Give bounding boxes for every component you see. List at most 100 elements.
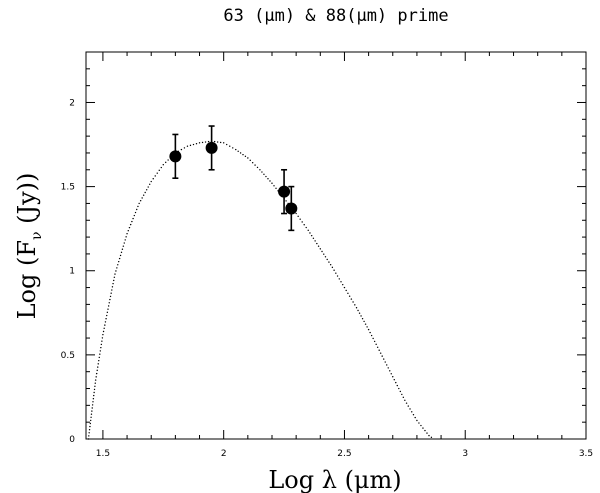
curve-dot — [259, 169, 261, 171]
curve-dot — [189, 144, 192, 147]
curve-dot — [186, 145, 189, 147]
curve-dot — [295, 212, 297, 215]
curve-dot — [91, 410, 93, 412]
curve-dot — [127, 229, 129, 232]
curve-dot — [348, 295, 351, 297]
curve-dot — [192, 143, 195, 146]
curve-dot — [273, 185, 275, 187]
curve-dot — [195, 143, 198, 145]
curve-dot — [393, 378, 395, 381]
curve-dot — [111, 289, 113, 291]
x-axis-label: Log λ (μm) — [268, 466, 401, 493]
data-points — [169, 125, 298, 232]
curve-dot — [285, 200, 287, 202]
curve-dot — [119, 254, 122, 257]
curve-dot — [312, 237, 315, 239]
data-point — [169, 150, 182, 163]
curve-dot — [352, 301, 354, 303]
curve-dot — [121, 248, 124, 250]
curve-dot — [324, 256, 327, 258]
curve-dot — [110, 292, 112, 294]
curve-dot — [97, 363, 99, 365]
curve-dot — [249, 159, 251, 162]
curve-dot — [398, 387, 400, 390]
curve-dot — [267, 178, 269, 180]
curve-dot — [103, 327, 105, 330]
curve-dot — [310, 234, 313, 237]
curve-dot — [381, 355, 383, 357]
curve-dot — [345, 289, 347, 292]
curve-dot — [89, 425, 91, 428]
curve-dot — [114, 273, 116, 275]
curve-dot — [331, 266, 334, 269]
curve-dot — [361, 317, 364, 320]
curve-dot — [113, 279, 115, 282]
curve-dot — [232, 147, 234, 149]
curve-dot — [363, 320, 365, 323]
curve-dot — [222, 142, 225, 144]
curve-dot — [162, 164, 164, 166]
curve-dot — [99, 353, 101, 355]
y-tick-label: 0.5 — [61, 351, 75, 361]
curve-dot — [89, 422, 92, 425]
curve-dot — [369, 331, 371, 334]
curve-dot — [263, 173, 265, 175]
curve-dot — [126, 233, 128, 235]
curve-dot — [399, 390, 402, 393]
curve-dot — [167, 159, 169, 161]
curve-dot — [271, 182, 273, 184]
data-point — [205, 141, 218, 154]
y-axis: 0 0.5 1 1.5 2 — [61, 51, 586, 445]
y-tick-label: 1.5 — [61, 183, 75, 193]
curve-dot — [107, 305, 110, 307]
curve-dot — [297, 215, 299, 218]
curve-dot — [94, 382, 96, 384]
curve-dot — [355, 307, 358, 309]
curve-dot — [333, 269, 335, 271]
curve-dot — [122, 245, 125, 247]
curve-dot — [412, 414, 415, 416]
curve-dot — [88, 429, 91, 431]
curve-dot — [128, 226, 131, 229]
data-point — [278, 185, 291, 198]
curve-dot — [213, 140, 216, 143]
curve-dot — [251, 162, 254, 164]
x-tick-label: 3.5 — [579, 449, 593, 459]
curve-dot — [329, 264, 332, 266]
curve-dot — [366, 326, 368, 328]
curve-dot — [160, 166, 162, 169]
y-tick-label: 2 — [69, 98, 75, 108]
curve-dot — [156, 172, 158, 174]
curve-dot — [301, 221, 303, 223]
curve-dot — [201, 141, 204, 144]
curve-dot — [124, 239, 126, 241]
curve-dot — [338, 278, 340, 280]
curve-dot — [123, 242, 125, 244]
curve-dot — [183, 147, 186, 149]
curve-dot — [343, 286, 346, 289]
curve-dot — [95, 372, 98, 375]
curve-dot — [386, 364, 388, 366]
curve-dot — [364, 323, 367, 325]
curve-dot — [105, 318, 107, 320]
curve-dot — [299, 218, 301, 220]
curve-dot — [376, 346, 379, 348]
curve-dot — [92, 398, 95, 400]
curve-dot — [420, 424, 422, 427]
curve-dot — [132, 217, 134, 220]
curve-dot — [305, 226, 307, 229]
x-tick-label: 2 — [221, 449, 227, 459]
curve-dot — [275, 187, 277, 189]
curve-dot — [237, 150, 239, 152]
curve-dot — [265, 175, 267, 178]
curve-dot — [428, 434, 430, 437]
curve-dot — [375, 343, 377, 346]
curve-dot — [180, 148, 183, 151]
y-tick-label: 0 — [69, 435, 75, 445]
curve-dot — [93, 388, 96, 391]
curve-dot — [416, 419, 418, 422]
curve-dot — [165, 161, 167, 164]
curve-dot — [354, 304, 356, 306]
curve-dot — [392, 376, 394, 378]
curve-dot — [106, 314, 108, 317]
